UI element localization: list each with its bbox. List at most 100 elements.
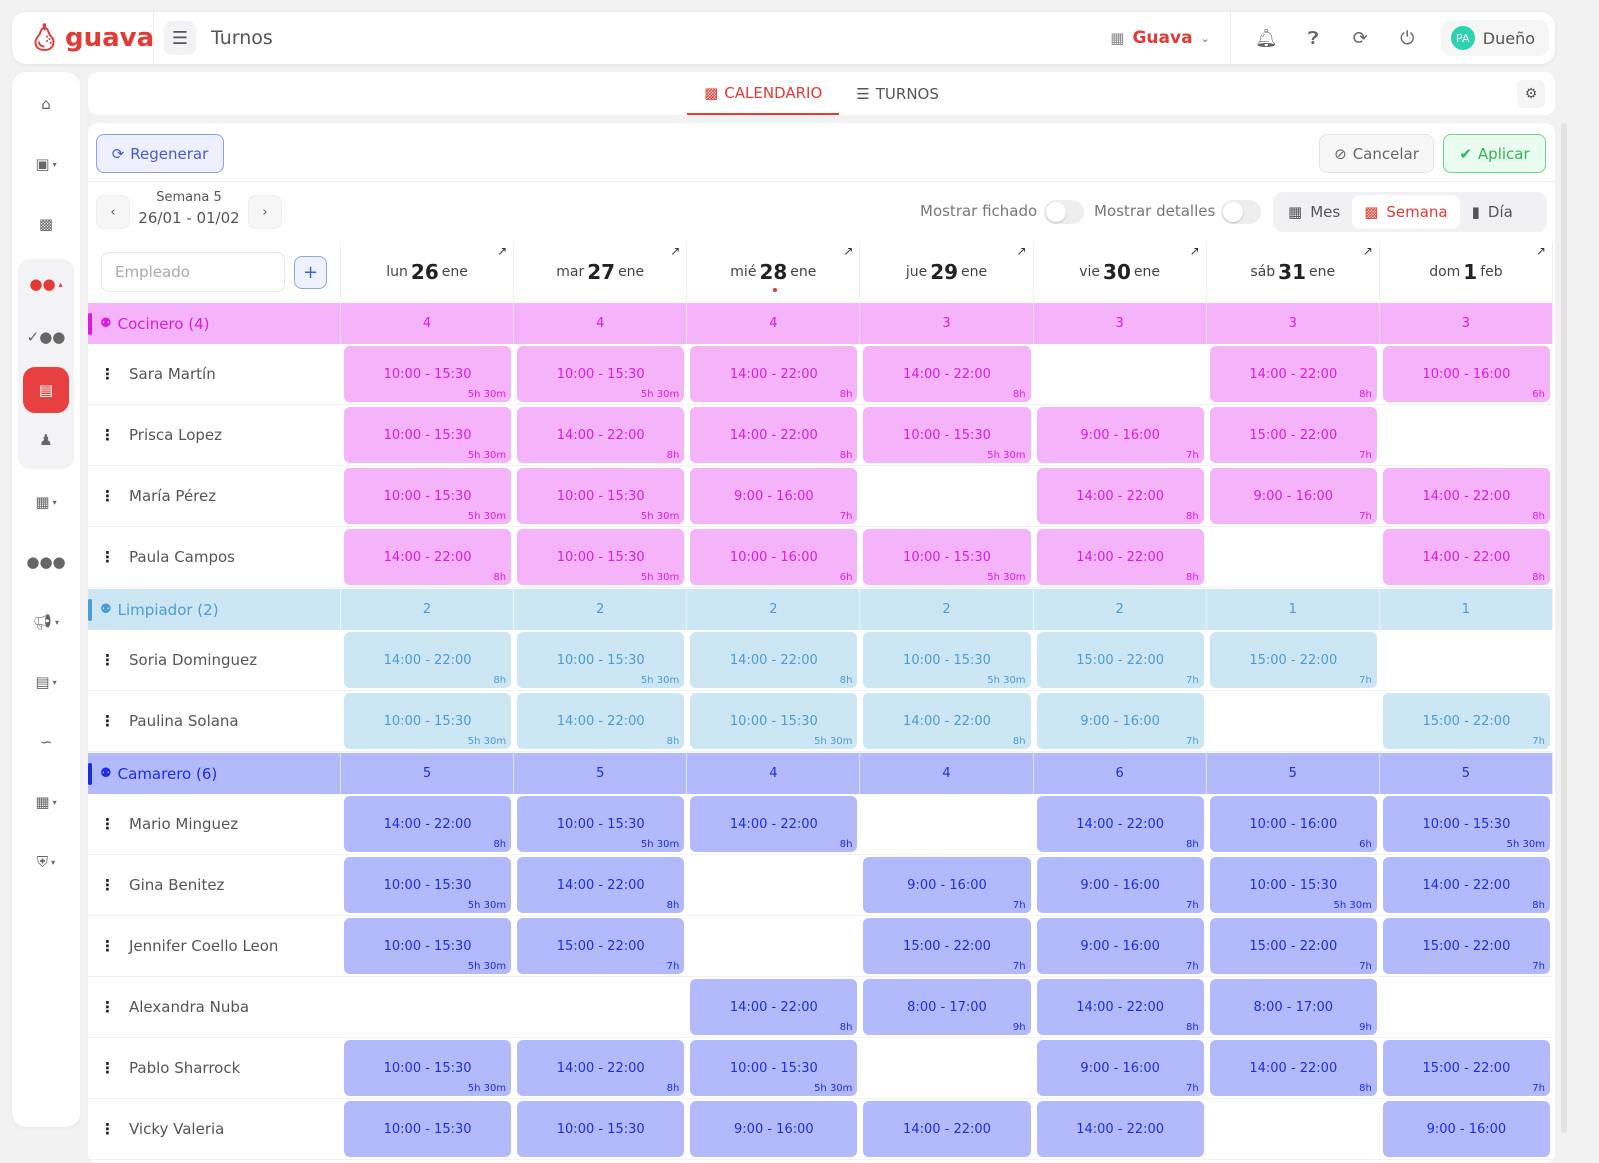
shift-cell[interactable] — [860, 1038, 1034, 1099]
shift-cell[interactable]: 14:00 - 22:00 8h — [687, 344, 861, 405]
shift-cell[interactable]: 10:00 - 15:30 5h 30m — [860, 405, 1034, 466]
shift-cell[interactable]: 9:00 - 16:00 7h — [687, 466, 861, 527]
shift-cell[interactable]: 10:00 - 15:30 — [341, 1099, 515, 1160]
shift-block[interactable]: 10:00 - 15:30 5h 30m — [690, 693, 858, 749]
shift-cell[interactable]: 14:00 - 22:00 8h — [687, 977, 861, 1038]
analytics-icon[interactable]: ∽ — [39, 733, 53, 751]
shield-icon[interactable]: ⛨ ▾ — [36, 853, 56, 871]
external-link-icon[interactable]: ↗ — [1016, 244, 1027, 258]
shift-cell[interactable]: 14:00 - 22:00 8h — [341, 527, 515, 588]
gear-icon[interactable]: ⚙ — [1517, 80, 1545, 108]
shift-cell[interactable]: 14:00 - 22:00 — [1033, 1099, 1207, 1160]
shift-cell[interactable]: 14:00 - 22:00 8h — [514, 855, 688, 916]
shift-cell[interactable]: 15:00 - 22:00 7h — [1379, 691, 1553, 752]
shift-block[interactable]: 14:00 - 22:00 8h — [690, 632, 858, 688]
shift-cell[interactable]: 14:00 - 22:00 8h — [1379, 527, 1553, 588]
group-header[interactable]: ⚉ Limpiador (2) — [88, 588, 341, 630]
shift-cell[interactable]: 10:00 - 15:30 5h 30m — [687, 691, 861, 752]
shift-cell[interactable]: 15:00 - 22:00 7h — [514, 916, 688, 977]
shift-block[interactable]: 14:00 - 22:00 8h — [863, 693, 1031, 749]
view-day-button[interactable]: ▮ Día — [1460, 195, 1525, 229]
shift-cell[interactable]: 14:00 - 22:00 8h — [1033, 794, 1207, 855]
shift-cell[interactable]: 8:00 - 17:00 9h — [1206, 977, 1380, 1038]
logo[interactable]: 🍐︎ guava — [12, 12, 154, 64]
shift-cell[interactable]: 10:00 - 15:30 5h 30m — [341, 344, 515, 405]
shift-cell[interactable] — [860, 794, 1034, 855]
shift-block[interactable]: 14:00 - 22:00 8h — [517, 857, 685, 913]
next-week-button[interactable]: › — [248, 195, 282, 229]
shift-block[interactable]: 14:00 - 22:00 8h — [690, 407, 858, 463]
shift-cell[interactable]: 10:00 - 15:30 5h 30m — [1379, 794, 1553, 855]
shift-block[interactable]: 10:00 - 15:30 5h 30m — [863, 407, 1031, 463]
store-icon[interactable]: ▦ ▾ — [35, 793, 57, 811]
external-link-icon[interactable]: ↗ — [843, 244, 854, 258]
shift-block[interactable]: 14:00 - 22:00 8h — [1036, 979, 1204, 1035]
shift-cell[interactable] — [1379, 405, 1553, 466]
shift-cell[interactable] — [687, 916, 861, 977]
tab-turnos[interactable]: ☰ TURNOS — [839, 72, 956, 115]
shift-block[interactable]: 14:00 - 22:00 8h — [1036, 796, 1204, 852]
shift-cell[interactable]: 10:00 - 15:30 5h 30m — [514, 344, 688, 405]
view-week-button[interactable]: ▩ Semana — [1352, 195, 1460, 229]
kebab-menu-icon[interactable]: ⋮ — [100, 998, 115, 1016]
shift-block[interactable]: 10:00 - 15:30 5h 30m — [344, 407, 512, 463]
team-icon[interactable]: ●● ▴ — [29, 275, 63, 293]
calendar-icon[interactable]: ▩ — [38, 215, 54, 233]
shift-block[interactable]: 9:00 - 16:00 7h — [1036, 918, 1204, 974]
shift-block[interactable]: 10:00 - 15:30 5h 30m — [863, 529, 1031, 585]
shift-block[interactable]: 14:00 - 22:00 8h — [344, 529, 512, 585]
tab-calendario[interactable]: ▩ CALENDARIO — [687, 72, 840, 115]
day-header[interactable]: jue 29 ene ↗ — [860, 242, 1034, 302]
shift-cell[interactable]: 15:00 - 22:00 7h — [1206, 405, 1380, 466]
external-link-icon[interactable]: ↗ — [497, 244, 508, 258]
shift-block[interactable]: 10:00 - 15:30 5h 30m — [344, 1040, 512, 1096]
shift-block[interactable]: 14:00 - 22:00 8h — [1209, 1040, 1377, 1096]
shift-cell[interactable]: 14:00 - 22:00 8h — [860, 691, 1034, 752]
bell-icon[interactable]: 🔔︎ — [1254, 27, 1278, 49]
shift-block[interactable]: 15:00 - 22:00 7h — [1382, 918, 1550, 974]
shift-cell[interactable]: 10:00 - 15:30 5h 30m — [514, 630, 688, 691]
shift-cell[interactable]: 14:00 - 22:00 8h — [1206, 1038, 1380, 1099]
kebab-menu-icon[interactable]: ⋮ — [100, 712, 115, 730]
cancel-button[interactable]: ⊘ Cancelar — [1319, 134, 1434, 173]
shift-cell[interactable] — [1033, 344, 1207, 405]
shift-cell[interactable] — [1206, 691, 1380, 752]
shift-block[interactable]: 14:00 - 22:00 8h — [1382, 857, 1550, 913]
shift-cell[interactable]: 15:00 - 22:00 7h — [1206, 630, 1380, 691]
shift-block[interactable]: 14:00 - 22:00 8h — [1382, 529, 1550, 585]
shift-block[interactable]: 14:00 - 22:00 — [1036, 1101, 1204, 1157]
shift-cell[interactable]: 15:00 - 22:00 7h — [1033, 630, 1207, 691]
day-header[interactable]: mar 27 ene ↗ — [514, 242, 688, 302]
shift-cell[interactable] — [1379, 630, 1553, 691]
shift-cell[interactable] — [687, 855, 861, 916]
home-icon[interactable]: ⌂ — [41, 95, 51, 113]
external-link-icon[interactable]: ↗ — [1535, 244, 1546, 258]
shift-cell[interactable]: 10:00 - 15:30 5h 30m — [341, 466, 515, 527]
shift-block[interactable]: 10:00 - 15:30 — [517, 1101, 685, 1157]
shift-cell[interactable] — [1206, 1099, 1380, 1160]
shift-cell[interactable]: 14:00 - 22:00 8h — [1033, 977, 1207, 1038]
team-check-icon[interactable]: ✓●● — [26, 328, 66, 346]
shift-cell[interactable] — [860, 466, 1034, 527]
day-header[interactable]: sáb 31 ene ↗ — [1207, 242, 1380, 302]
kebab-menu-icon[interactable]: ⋮ — [100, 1059, 115, 1077]
shift-cell[interactable]: 14:00 - 22:00 8h — [341, 630, 515, 691]
shift-block[interactable]: 15:00 - 22:00 7h — [1036, 632, 1204, 688]
user-menu[interactable]: PA Dueño — [1440, 20, 1549, 56]
add-employee-button[interactable]: + — [294, 256, 327, 289]
scrollbar[interactable] — [1561, 123, 1567, 1133]
shift-block[interactable]: 15:00 - 22:00 7h — [517, 918, 685, 974]
shift-block[interactable]: 8:00 - 17:00 9h — [863, 979, 1031, 1035]
shift-cell[interactable]: 10:00 - 15:30 — [514, 1099, 688, 1160]
refresh-icon[interactable]: ⟳ — [1352, 27, 1368, 49]
shift-cell[interactable]: 14:00 - 22:00 8h — [514, 1038, 688, 1099]
shift-block[interactable]: 10:00 - 15:30 5h 30m — [517, 529, 685, 585]
shift-cell[interactable]: 15:00 - 22:00 7h — [1379, 1038, 1553, 1099]
prev-week-button[interactable]: ‹ — [96, 195, 130, 229]
shift-block[interactable]: 14:00 - 22:00 — [863, 1101, 1031, 1157]
megaphone-icon[interactable]: 📢︎ ▾ — [32, 613, 60, 631]
shift-cell[interactable] — [341, 977, 515, 1038]
kebab-menu-icon[interactable]: ⋮ — [100, 815, 115, 833]
shift-cell[interactable]: 14:00 - 22:00 8h — [687, 405, 861, 466]
group-header[interactable]: ⚉ Camarero (6) — [88, 752, 341, 794]
